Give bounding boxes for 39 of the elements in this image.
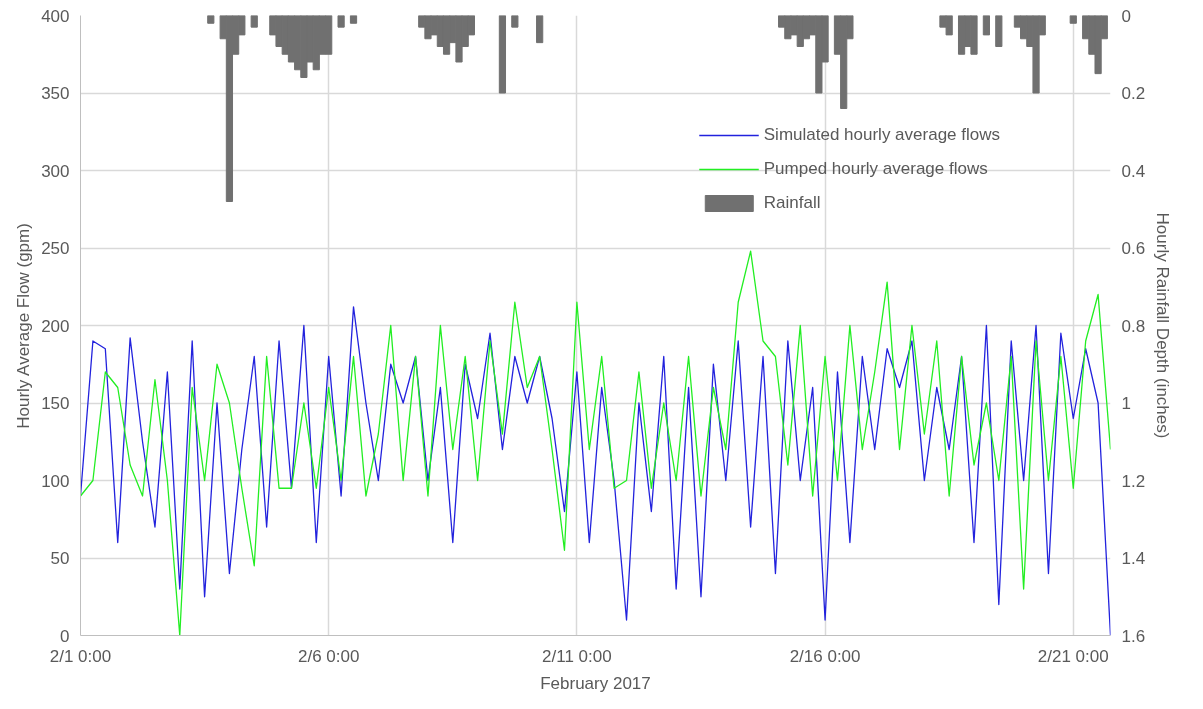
- y-tick-label: 50: [50, 549, 70, 568]
- bar: [982, 15, 991, 36]
- bar: [349, 15, 358, 24]
- y-tick-label: 0: [60, 626, 70, 646]
- bar: [1069, 15, 1077, 24]
- y-tick-label: 150: [41, 394, 70, 413]
- y-tick-label: 400: [41, 6, 70, 26]
- bar: [498, 15, 507, 94]
- legend-label: Simulated hourly average flows: [763, 125, 1000, 145]
- bar: [511, 15, 519, 28]
- x-axis-title: February 2017: [540, 673, 651, 693]
- legend-label: Rainfall: [763, 193, 821, 213]
- bar: [250, 15, 258, 28]
- y2-tick-label: 0: [1121, 6, 1131, 26]
- y-tick-label: 100: [41, 471, 70, 491]
- y2-tick-label: 0.6: [1121, 239, 1146, 258]
- y-tick-label: 250: [41, 239, 70, 258]
- bar: [207, 15, 215, 24]
- y2-tick-label: 0.4: [1121, 161, 1146, 181]
- x-tick-label: 2/21 0:00: [1037, 646, 1109, 666]
- bar: [337, 15, 345, 28]
- y2-tick-label: 0.2: [1121, 84, 1146, 103]
- y2-tick-label: 1.6: [1121, 626, 1146, 646]
- y2-tick-label: 1.2: [1121, 471, 1146, 491]
- y-axis-title: Hourly Average Flow (gpm): [14, 223, 34, 429]
- y2-tick-label: 1.4: [1121, 549, 1146, 568]
- bar: [536, 15, 544, 44]
- y-tick-label: 200: [41, 316, 70, 336]
- bar: [995, 15, 1003, 47]
- x-tick-label: 2/6 0:00: [297, 646, 360, 666]
- y2-axis-title: Hourly Rainfall Depth (inches): [1153, 212, 1173, 439]
- y-tick-label: 350: [41, 84, 70, 103]
- y2-tick-label: 1: [1121, 394, 1131, 413]
- y-tick-label: 300: [41, 161, 70, 181]
- x-tick-label: 2/1 0:00: [49, 646, 112, 666]
- x-tick-label: 2/11 0:00: [542, 646, 612, 666]
- y2-tick-label: 0.8: [1121, 316, 1146, 336]
- x-tick-label: 2/16 0:00: [789, 646, 861, 666]
- legend-label: Pumped hourly average flows: [763, 159, 988, 179]
